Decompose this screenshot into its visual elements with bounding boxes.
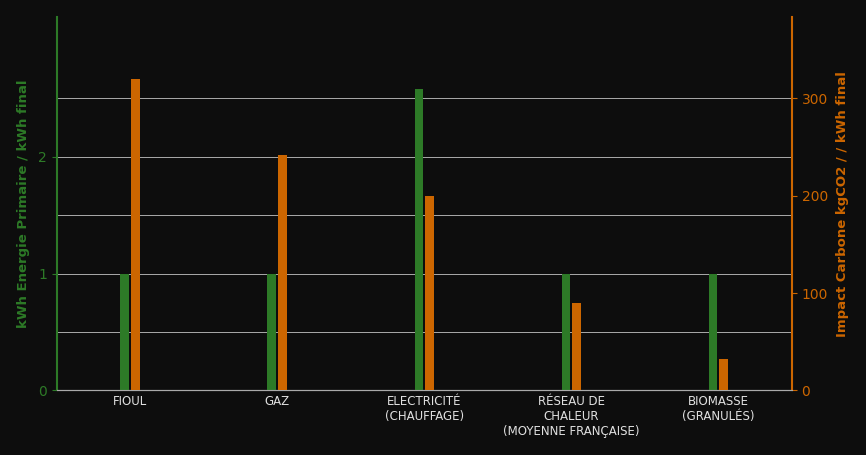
Bar [131, 79, 139, 390]
Bar [572, 303, 581, 390]
Bar [278, 155, 287, 390]
Bar [425, 196, 434, 390]
Bar [120, 273, 129, 390]
Bar [562, 273, 571, 390]
Bar [708, 273, 718, 390]
Bar [268, 273, 276, 390]
Y-axis label: kWh Energie Primaire / kWh final: kWh Energie Primaire / kWh final [16, 79, 29, 328]
Bar [415, 89, 423, 390]
Bar [720, 359, 728, 390]
Y-axis label: Impact Carbone kgCO2 / / kWh final: Impact Carbone kgCO2 / / kWh final [837, 71, 850, 337]
